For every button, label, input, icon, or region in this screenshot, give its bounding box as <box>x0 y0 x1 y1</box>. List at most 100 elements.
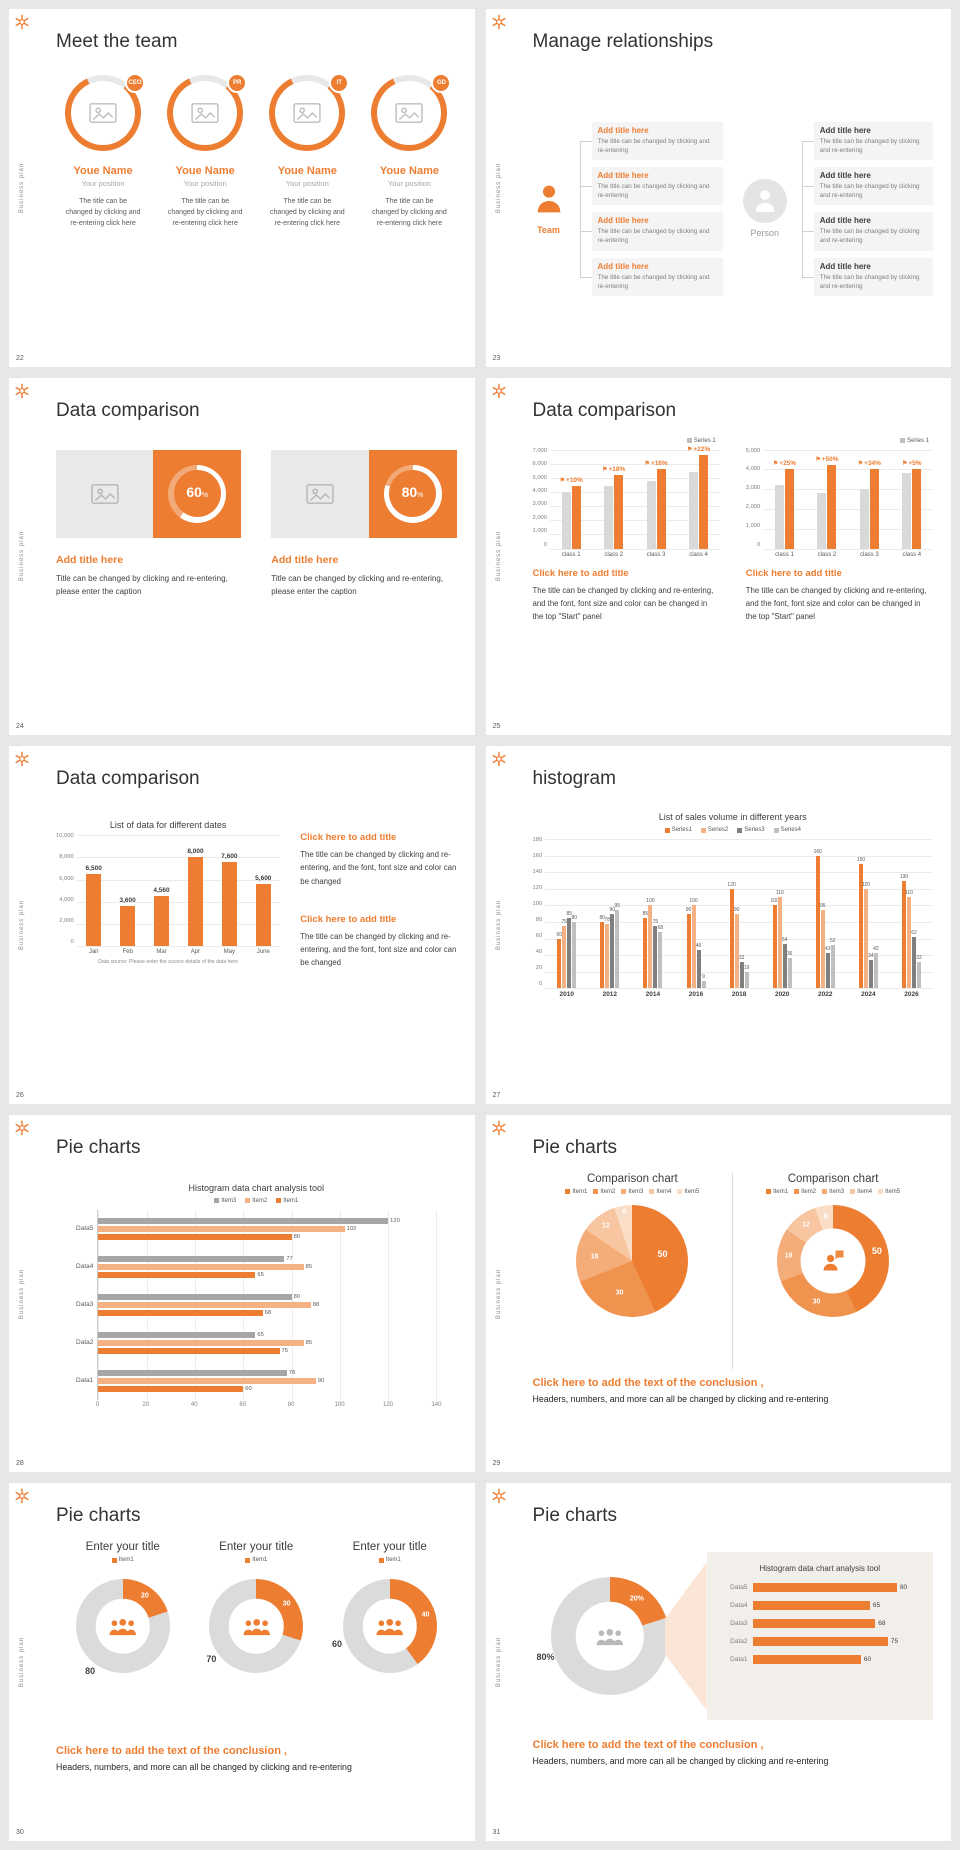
x-tick: class 2 <box>604 551 624 558</box>
legend-item: Item2 <box>794 1189 816 1195</box>
category-label: Data4 <box>76 1263 94 1271</box>
chart-title: List of sales volume in different years <box>658 812 807 823</box>
relation-icon-column: Team <box>533 183 565 235</box>
legend-item: Series 1 <box>686 437 716 444</box>
bar <box>827 465 837 549</box>
page-title: Manage relationships <box>532 31 714 52</box>
y-tick: 160 <box>532 853 543 860</box>
flag-icon: ⚑ <box>602 466 608 473</box>
panel-bars: Data5 80 Data4 65 Data3 68 Data2 75 Data1 60 <box>725 1583 916 1665</box>
slide-26-data-comparison[interactable]: Business plan Data comparison List of da… <box>9 746 475 1104</box>
team-member: CEO Youe Name Your position The title can b… <box>56 73 150 351</box>
bar-value: 9 <box>702 973 705 980</box>
legend-item: Item1 <box>565 1189 587 1195</box>
slide-30-pie-charts[interactable]: Business plan Pie charts Enter your titl… <box>9 1483 475 1841</box>
flower-icon <box>14 383 30 399</box>
relation-item: Add title here The title can be changed b… <box>801 212 933 251</box>
member-description: The title can be changed by clicking and… <box>269 198 345 227</box>
slide-content: List of sales volume in different years S… <box>532 804 933 1088</box>
multi-series-bar-chart: List of sales volume in different years S… <box>532 804 933 998</box>
panel-bar-row: Data2 75 <box>725 1637 916 1647</box>
annotation-text: +34% <box>864 460 881 468</box>
plot-column: 6,500 3,600 4,560 8,000 7,600 5,600 Jan Feb Mar A… <box>76 835 281 956</box>
sidebar-label: Business plan <box>495 899 502 951</box>
legend-label: Series 1 <box>906 437 929 444</box>
card-title: Add title here <box>56 553 124 566</box>
legend-label: Item1 <box>572 1188 588 1195</box>
bar <box>912 469 922 549</box>
bar: 110 <box>905 890 913 989</box>
chart-body: Data5 Data4 Data3 Data2 Data1 120 102 80 77 85 65 8… <box>76 1209 441 1411</box>
y-tick: 3,000 <box>532 501 548 508</box>
slide-29-pie-charts[interactable]: Business plan Pie charts Comparison char… <box>485 1114 951 1473</box>
slice-label: 20% <box>629 1595 644 1603</box>
legend-swatch <box>773 827 779 833</box>
bar <box>752 1637 888 1647</box>
bar-chart-column: List of data for different dates 10,000 8,… <box>56 820 281 1088</box>
slide-25-data-comparison[interactable]: Business plan Data comparison Series 1 7,… <box>485 377 951 736</box>
x-tick: 60 <box>239 1401 247 1408</box>
donut-hole <box>800 1228 866 1294</box>
bar-row: 65 <box>98 1331 436 1338</box>
flower-icon <box>14 14 30 30</box>
sidebar-label: Business plan <box>19 1268 25 1319</box>
x-tick: May <box>223 949 236 956</box>
bar-row: 80 <box>98 1233 436 1240</box>
bar-groups: ⚑ +25% ⚑ +50% ⚑ +34% ⚑ +5% <box>763 450 933 549</box>
bar-chart: Series 1 7,000 6,000 5,000 4,000 3,000 2,000 1,… <box>533 438 720 558</box>
slice-label: 50 <box>657 1249 668 1260</box>
slide-22-meet-the-team[interactable]: Business plan Meet the team CEO Youe Name… <box>9 9 475 367</box>
bar-group: ⚑ +22% <box>677 446 719 549</box>
page-title: Pie charts <box>532 1505 617 1527</box>
sidebar-label: Business plan <box>19 899 25 951</box>
slide-31-pie-charts[interactable]: Business plan Pie charts 20% 80% Histogra… <box>485 1483 951 1841</box>
x-axis: 2010 2012 2014 2016 2018 2020 2022 2024 2026 <box>545 991 933 998</box>
y-tick: 6,000 <box>532 461 548 468</box>
slide-27-histogram[interactable]: Business plan histogram List of sales vo… <box>485 746 951 1104</box>
legend-label: Item2 <box>252 1197 268 1204</box>
legend-label: Series 1 <box>693 437 716 444</box>
image-placeholder-icon <box>275 81 340 145</box>
donut-hole <box>228 1599 284 1654</box>
caption-body: The title can be changed by clicking and… <box>745 585 927 622</box>
caption-block: Click here to add title The title can be … <box>300 904 456 970</box>
gridline <box>545 988 933 990</box>
slide-28-pie-charts[interactable]: Business plan Pie charts Histogram data … <box>9 1114 475 1473</box>
member-description: The title can be changed by clicking and… <box>372 198 447 227</box>
x-axis: class 1 class 2 class 3 class 4 <box>763 552 933 558</box>
page-title: Data comparison <box>532 399 677 421</box>
relation-item: Add title here The title can be changed b… <box>801 257 933 296</box>
bar <box>902 473 912 549</box>
category-label: Data5 <box>76 1225 94 1233</box>
flag-icon: ⚑ <box>815 456 821 463</box>
bar <box>98 1331 256 1338</box>
chart-body: 180 160 140 120 100 80 60 40 20 0 60 75 85 80 80 78 90 95… <box>532 837 933 998</box>
annotation-text: +22% <box>693 446 711 454</box>
plot-area: 120 102 80 77 85 65 80 88 68 65 85 75 78 90 60 <box>97 1209 438 1400</box>
bar-value: 68 <box>264 1309 272 1316</box>
chart-with-captions: List of data for different dates 10,000 8,… <box>56 804 457 1088</box>
bar-value: 90 <box>733 906 740 913</box>
slide-23-manage-relationships[interactable]: Business plan Manage relationships Team A… <box>485 9 951 367</box>
legend-label: Series4 <box>780 827 801 834</box>
panel-bar-row: Data1 60 <box>725 1655 916 1665</box>
legend-item: Item3 <box>621 1189 643 1195</box>
y-tick: 20 <box>535 965 543 972</box>
legend-swatch <box>378 1557 384 1563</box>
x-tick: 2010 <box>559 991 574 999</box>
bar: 4,560 <box>153 887 170 947</box>
flag-icon: ⚑ <box>857 460 864 467</box>
bar <box>784 469 794 549</box>
bar-value: 7,600 <box>221 852 238 860</box>
y-tick: 2,000 <box>532 514 548 521</box>
chart-title: Comparison chart <box>787 1172 879 1185</box>
bar: 85 <box>566 911 572 989</box>
bar-track: 75 <box>752 1637 916 1647</box>
slide-24-data-comparison[interactable]: Business plan Data comparison 60% Add tit… <box>9 377 475 736</box>
y-tick: 6,000 <box>59 875 74 882</box>
person-icon <box>742 179 787 224</box>
card-caption: Title can be changed by clicking and re-… <box>271 573 444 597</box>
bar <box>656 469 666 549</box>
bar-value: 85 <box>305 1339 313 1346</box>
x-tick: Feb <box>122 949 133 956</box>
